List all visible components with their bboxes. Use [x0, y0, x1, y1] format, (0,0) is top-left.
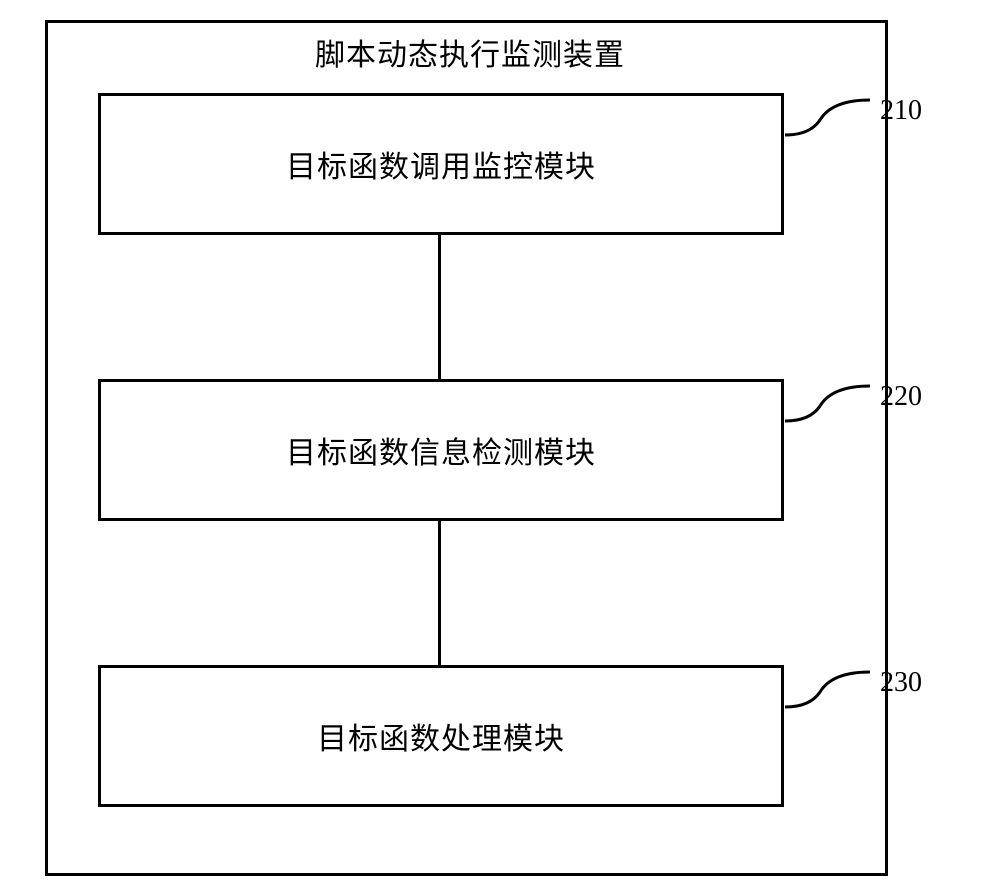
callout-label-230: 230 — [880, 667, 922, 699]
module-label: 目标函数信息检测模块 — [286, 428, 596, 472]
module-box-230: 目标函数处理模块 — [98, 665, 784, 807]
diagram-title: 脚本动态执行监测装置 — [300, 30, 640, 74]
diagram-canvas: 脚本动态执行监测装置 目标函数调用监控模块 210 目标函数信息检测模块 220… — [0, 0, 1000, 895]
module-label: 目标函数调用监控模块 — [286, 142, 596, 186]
module-box-220: 目标函数信息检测模块 — [98, 379, 784, 521]
connector-210-220 — [438, 235, 441, 379]
callout-label-220: 220 — [880, 381, 922, 413]
module-label: 目标函数处理模块 — [317, 714, 565, 758]
connector-220-230 — [438, 521, 441, 665]
module-box-210: 目标函数调用监控模块 — [98, 93, 784, 235]
callout-label-210: 210 — [880, 95, 922, 127]
